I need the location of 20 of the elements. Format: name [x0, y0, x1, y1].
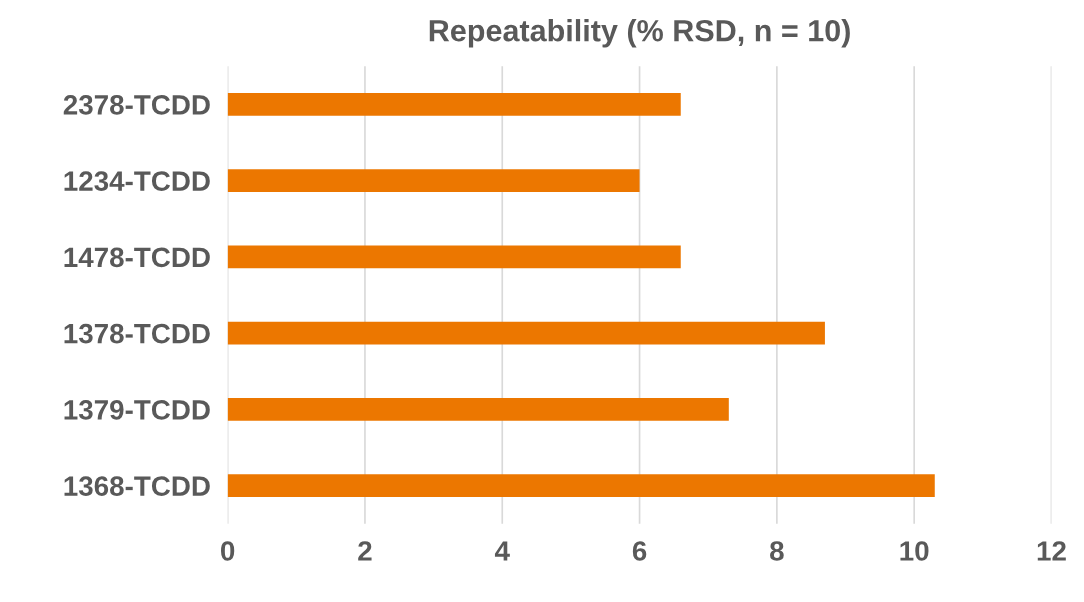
x-tick-label: 0: [221, 541, 235, 561]
y-tick-label: 1368-TCDD: [64, 476, 210, 496]
x-tick-label: 10: [900, 541, 929, 561]
x-tick-label: 2: [358, 541, 372, 561]
bar: [227, 397, 729, 421]
y-tick-label: 2378-TCDD: [63, 95, 210, 115]
x-tick-label: 4: [494, 541, 510, 561]
bar: [227, 321, 825, 345]
bar: [227, 92, 681, 116]
bar: [227, 474, 935, 498]
x-tick-label: 8: [770, 541, 784, 561]
y-tick-label: 1379-TCDD: [64, 400, 210, 420]
y-tick-label: 1378-TCDD: [64, 323, 210, 344]
bar: [227, 169, 640, 193]
y-tick-label: 1478-TCDD: [64, 247, 210, 268]
x-tick-label: 6: [632, 541, 647, 561]
x-tick-label: 12: [1037, 541, 1066, 561]
chart-title: Repeatability (% RSD, n = 10): [429, 19, 850, 48]
bar: [227, 245, 681, 269]
y-tick-label: 1234-TCDD: [64, 171, 210, 191]
